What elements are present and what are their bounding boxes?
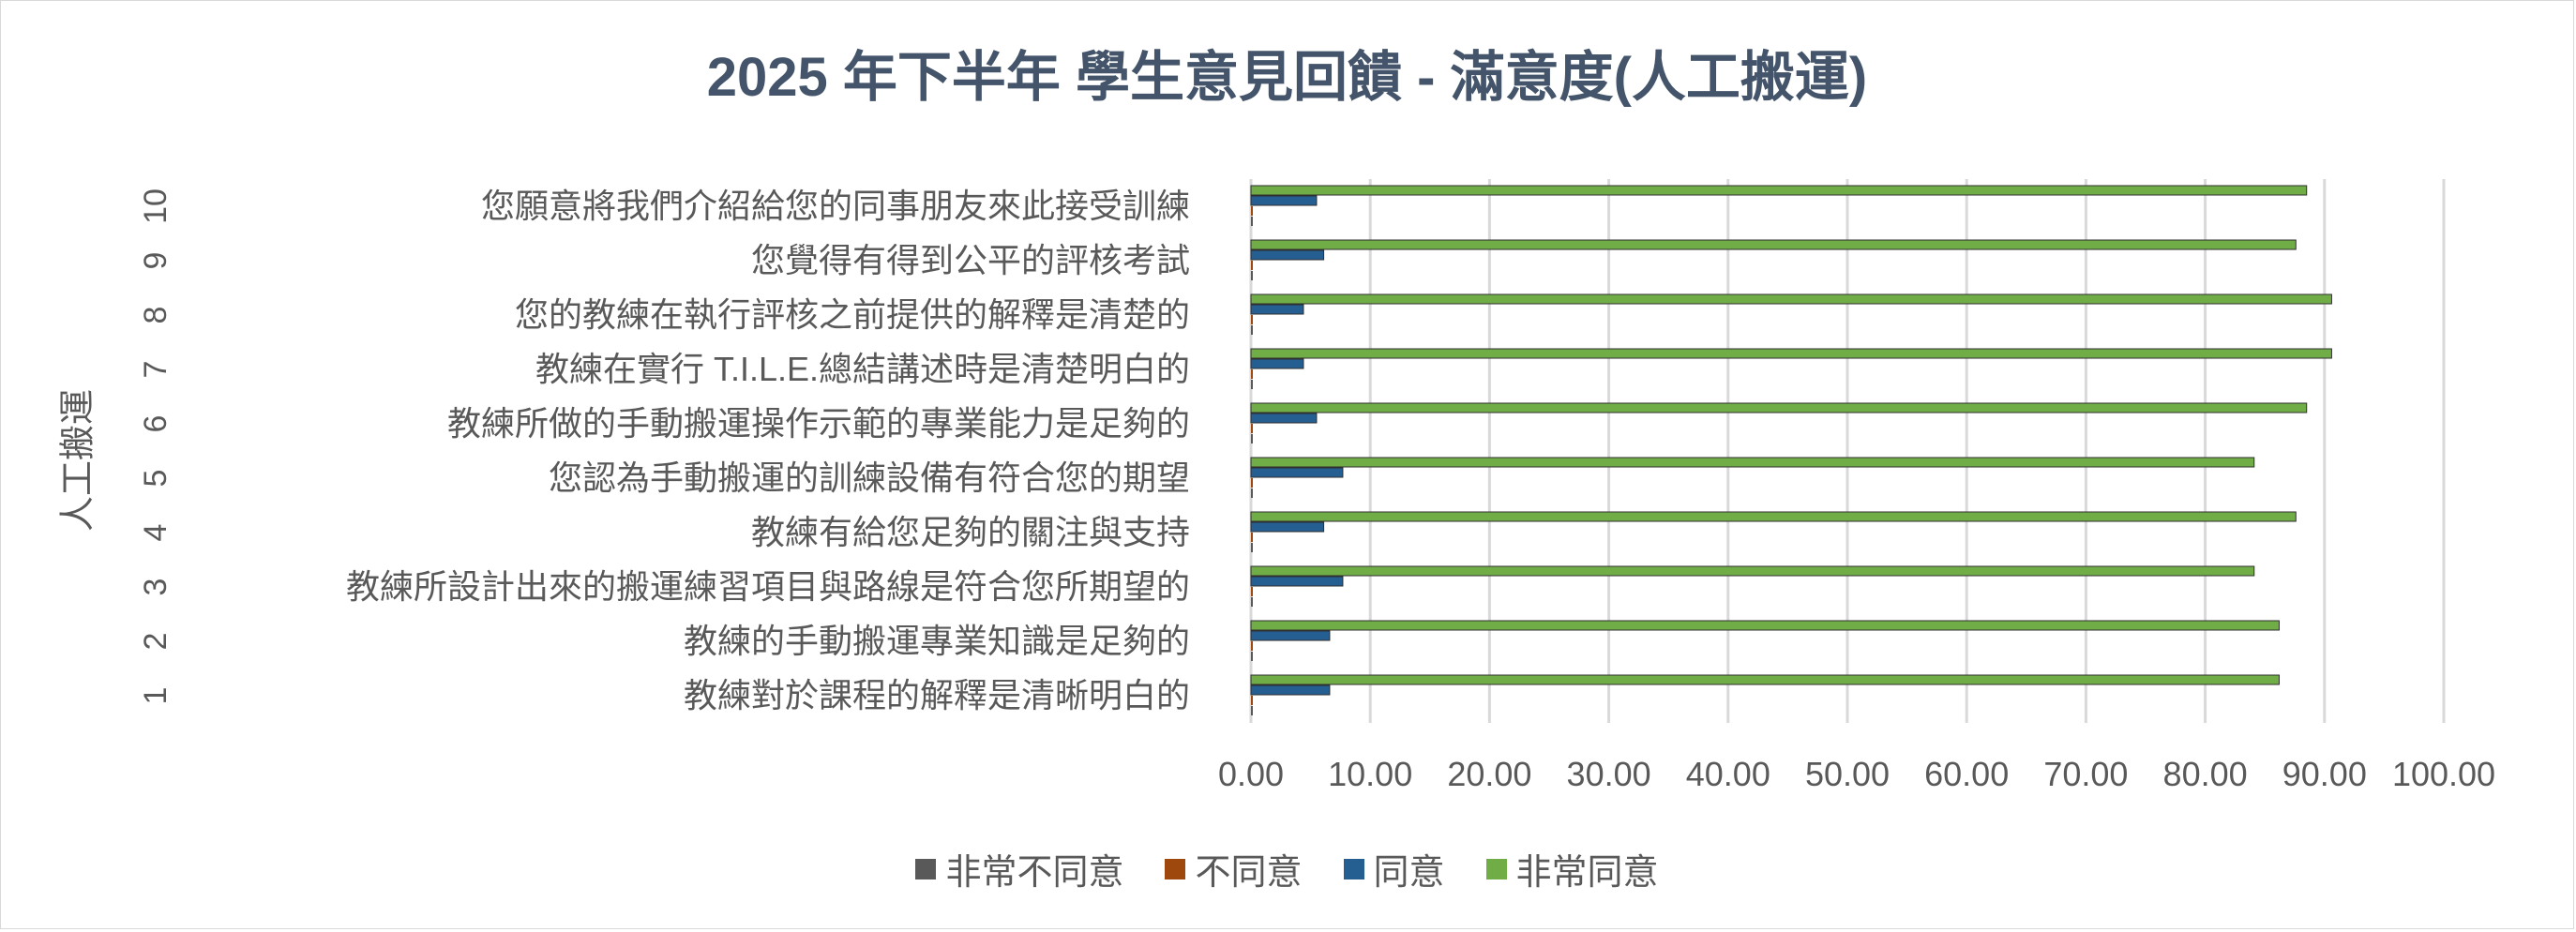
bar (1250, 304, 1304, 315)
category-number: 6 (138, 415, 173, 433)
x-tick-label: 90.00 (2282, 755, 2367, 793)
x-tick-label: 40.00 (1686, 755, 1770, 793)
bar (1251, 380, 1253, 389)
bar (1250, 358, 1304, 369)
bar (1250, 511, 2297, 522)
legend-swatch (1165, 858, 1186, 879)
x-tick-label: 10.00 (1328, 755, 1412, 793)
chart-title: 2025 年下半年 學生意見回饋 - 滿意度(人工搬運) (706, 47, 1868, 108)
bar (1251, 424, 1253, 433)
legend-swatch (1485, 858, 1507, 879)
bar (1251, 434, 1253, 443)
bar (1251, 696, 1253, 705)
x-tick-label: 0.00 (1218, 755, 1284, 793)
bar (1251, 271, 1253, 280)
bar (1250, 293, 2332, 305)
category-number: 7 (138, 361, 173, 379)
legend-item: 非常不同意 (915, 843, 1123, 894)
bar (1251, 543, 1253, 552)
category-label: 您認為手動搬運的訓練設備有符合您的期望 (549, 458, 1190, 497)
legend-label: 不同意 (1195, 853, 1303, 893)
x-tick-label: 80.00 (2163, 755, 2248, 793)
bar (1250, 239, 2297, 250)
bar (1251, 261, 1253, 270)
bar (1251, 325, 1253, 335)
legend-label: 非常不同意 (945, 853, 1124, 893)
legend-label: 同意 (1373, 853, 1445, 893)
x-tick-label: 30.00 (1567, 755, 1651, 793)
category-number: 5 (138, 470, 173, 488)
bar (1251, 652, 1253, 661)
bar (1251, 533, 1253, 542)
bar (1250, 413, 1318, 424)
category-label: 您覺得有得到公平的評核考試 (751, 241, 1190, 279)
x-tick-label: 60.00 (1924, 755, 2009, 793)
category-number: 1 (138, 687, 173, 705)
legend-label: 非常同意 (1515, 853, 1659, 893)
legend-swatch (1343, 858, 1364, 879)
category-label: 教練有給您足夠的關注與支持 (751, 513, 1190, 551)
category-label: 教練對於課程的解釋是清晰明白的 (684, 676, 1190, 714)
bar (1251, 315, 1253, 324)
bar (1250, 565, 2255, 577)
bar (1250, 185, 2308, 196)
bar (1251, 369, 1253, 379)
category-label: 教練所做的手動搬運操作示範的專業能力是足夠的 (447, 404, 1190, 443)
category-number: 4 (138, 524, 173, 542)
bar (1250, 467, 1344, 478)
category-label: 教練所設計出來的搬運練習項目與路線是符合您所期望的 (346, 567, 1190, 606)
bar (1250, 249, 1325, 261)
bar (1250, 620, 2280, 631)
bar (1250, 195, 1318, 206)
category-label: 教練在實行 T.I.L.E.總結講述時是清楚明白的 (535, 350, 1190, 388)
bar (1250, 630, 1331, 641)
bar (1250, 674, 2280, 685)
bar (1250, 521, 1325, 533)
x-tick-label: 20.00 (1447, 755, 1531, 793)
bar (1251, 217, 1253, 226)
bar (1251, 587, 1253, 596)
bar (1251, 489, 1253, 498)
x-tick-label: 70.00 (2043, 755, 2128, 793)
x-tick-label: 100.00 (2392, 755, 2495, 793)
category-number: 9 (138, 252, 173, 270)
bar (1250, 576, 1344, 587)
legend-item: 非常同意 (1485, 843, 1659, 894)
legend-item: 同意 (1343, 843, 1445, 894)
bar (1250, 457, 2255, 468)
category-label: 您願意將我們介紹給您的同事朋友來此接受訓練 (481, 187, 1190, 225)
bar (1251, 206, 1253, 216)
category-label: 您的教練在執行評核之前提供的解釋是清楚的 (515, 295, 1190, 334)
x-tick-label: 50.00 (1805, 755, 1890, 793)
category-number: 3 (138, 579, 173, 596)
bar (1251, 597, 1253, 607)
chart-legend: 非常不同意 不同意 同意 非常同意 (1, 843, 2573, 894)
bar (1250, 684, 1331, 696)
category-number: 10 (138, 188, 173, 224)
category-number: 2 (138, 633, 173, 651)
legend-swatch (915, 858, 937, 879)
bar (1250, 402, 2308, 413)
legend-item: 不同意 (1165, 843, 1303, 894)
bar (1251, 706, 1253, 715)
category-label: 教練的手動搬運專業知識是足夠的 (684, 622, 1190, 660)
bar (1251, 641, 1253, 651)
category-number: 8 (138, 307, 173, 324)
bar (1250, 348, 2332, 359)
bar (1251, 478, 1253, 488)
